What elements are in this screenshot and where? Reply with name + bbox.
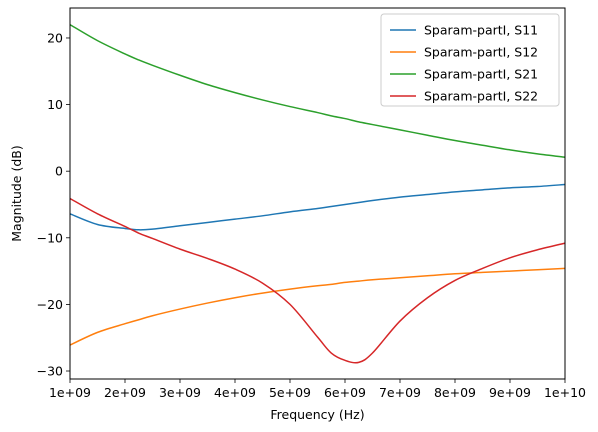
y-tick-label: −10	[37, 230, 63, 245]
series-line-s21	[69, 24, 566, 158]
x-tick-label: 9e+09	[489, 385, 531, 400]
y-axis: −30 −20 −10 0 10 20	[37, 30, 70, 379]
y-tick-label: −20	[37, 297, 63, 312]
y-tick-label: 20	[47, 30, 63, 45]
legend-label: Sparam-partI, S12	[424, 45, 538, 60]
y-axis-label: Magnitude (dB)	[9, 145, 24, 241]
x-axis-label: Frequency (Hz)	[270, 407, 364, 422]
legend: Sparam-partI, S11 Sparam-partI, S12 Sparam…	[380, 13, 560, 107]
x-tick-label: 1e+09	[49, 385, 91, 400]
plot-lines	[69, 24, 566, 364]
x-tick-label: 6e+09	[324, 385, 366, 400]
x-tick-label: 8e+09	[434, 385, 476, 400]
x-tick-label: 1e+10	[544, 385, 586, 400]
y-tick-label: 10	[47, 97, 63, 112]
series-line-s12	[69, 267, 566, 346]
y-tick-label: 0	[55, 164, 63, 179]
x-tick-label: 4e+09	[214, 385, 256, 400]
series-line-s11	[69, 183, 566, 231]
x-axis: 1e+09 2e+09 3e+09 4e+09 5e+09 6e+09 7e+09 8e+09…	[49, 379, 586, 400]
legend-label: Sparam-partI, S22	[424, 89, 538, 104]
legend-box	[380, 13, 560, 107]
legend-label: Sparam-partI, S21	[424, 67, 538, 82]
legend-label: Sparam-partI, S11	[424, 23, 538, 38]
y-tick-label: −30	[37, 364, 63, 379]
x-tick-label: 7e+09	[379, 385, 421, 400]
x-tick-label: 5e+09	[269, 385, 311, 400]
x-tick-label: 3e+09	[159, 385, 201, 400]
x-tick-label: 2e+09	[104, 385, 146, 400]
series-line-s22	[69, 197, 566, 364]
plot-frame	[69, 7, 566, 380]
